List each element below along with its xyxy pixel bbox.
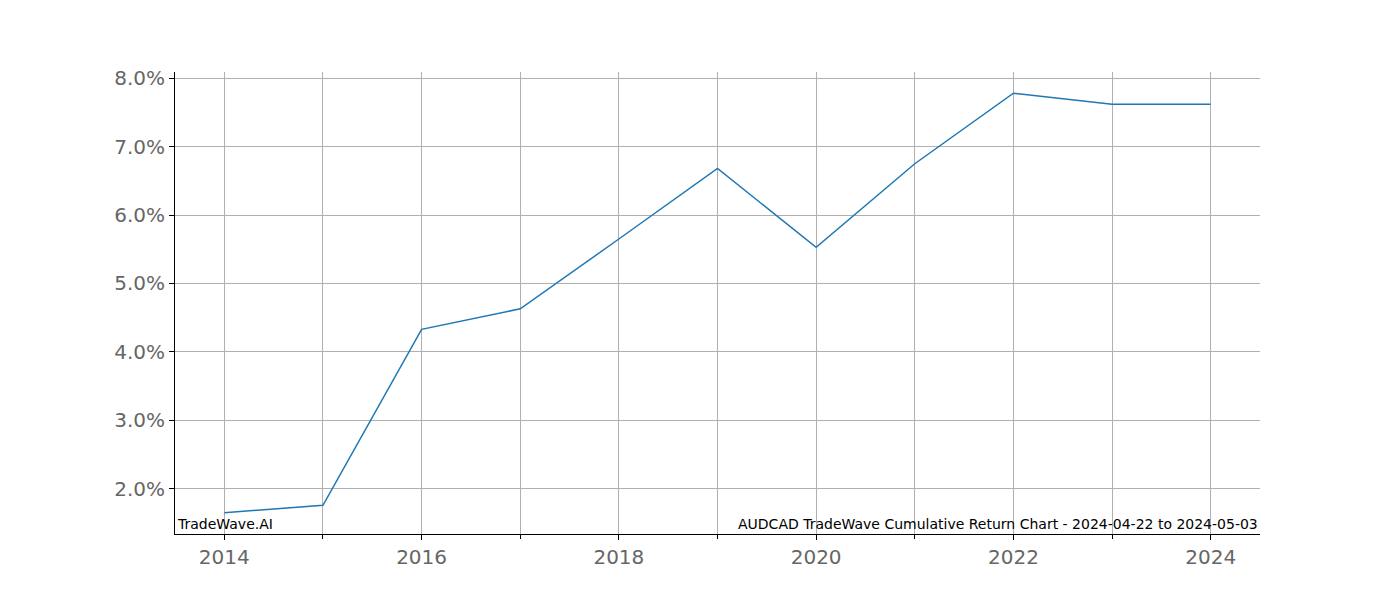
svg-text:2016: 2016	[396, 545, 447, 569]
svg-text:8.0%: 8.0%	[114, 66, 165, 90]
svg-text:3.0%: 3.0%	[114, 408, 165, 432]
svg-text:2024: 2024	[1185, 545, 1236, 569]
svg-text:2.0%: 2.0%	[114, 477, 165, 501]
svg-text:2020: 2020	[791, 545, 842, 569]
svg-text:6.0%: 6.0%	[114, 203, 165, 227]
svg-text:2014: 2014	[199, 545, 250, 569]
svg-text:AUDCAD TradeWave Cumulative Re: AUDCAD TradeWave Cumulative Return Chart…	[738, 516, 1258, 532]
svg-text:TradeWave.AI: TradeWave.AI	[177, 516, 273, 532]
svg-text:5.0%: 5.0%	[114, 271, 165, 295]
svg-text:2018: 2018	[593, 545, 644, 569]
svg-text:4.0%: 4.0%	[114, 340, 165, 364]
svg-text:2022: 2022	[988, 545, 1039, 569]
svg-text:7.0%: 7.0%	[114, 135, 165, 159]
